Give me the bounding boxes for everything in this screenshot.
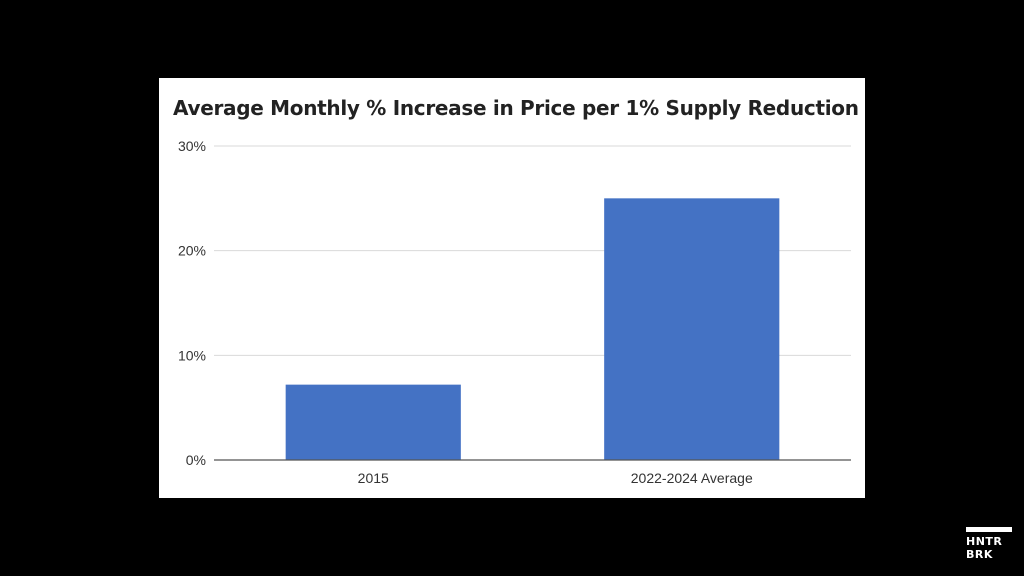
labels: 0% 10% 20% 30% 2015 2022-2024 Average — [178, 138, 753, 486]
x-category-label: 2015 — [358, 470, 389, 486]
channel-logo: HNTR BRK — [966, 527, 1014, 561]
y-tick-label: 30% — [178, 138, 206, 154]
y-tick-label: 0% — [186, 452, 206, 468]
y-tick-label: 10% — [178, 347, 206, 363]
chart-panel: Average Monthly % Increase in Price per … — [159, 78, 865, 498]
chart-title: Average Monthly % Increase in Price per … — [173, 96, 859, 120]
bar-2015 — [285, 384, 461, 460]
logo-line-1: HNTR — [966, 535, 1003, 548]
y-tick-label: 20% — [178, 243, 206, 259]
bar-chart: 0% 10% 20% 30% 2015 2022-2024 Average — [178, 138, 851, 486]
logo-line-2: BRK — [966, 548, 993, 561]
x-category-label: 2022-2024 Average — [631, 470, 753, 486]
bar-2022-2024-average — [604, 198, 780, 460]
logo-bar-icon — [966, 527, 1012, 532]
bars — [285, 198, 780, 460]
